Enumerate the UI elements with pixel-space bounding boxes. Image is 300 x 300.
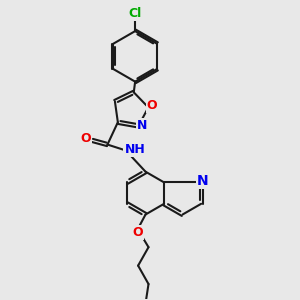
Text: NH: NH	[124, 143, 145, 156]
Text: O: O	[147, 99, 157, 112]
Text: N: N	[197, 174, 208, 188]
Text: O: O	[132, 226, 143, 239]
Text: N: N	[137, 119, 147, 132]
Text: Cl: Cl	[128, 7, 142, 20]
Text: O: O	[80, 132, 91, 145]
